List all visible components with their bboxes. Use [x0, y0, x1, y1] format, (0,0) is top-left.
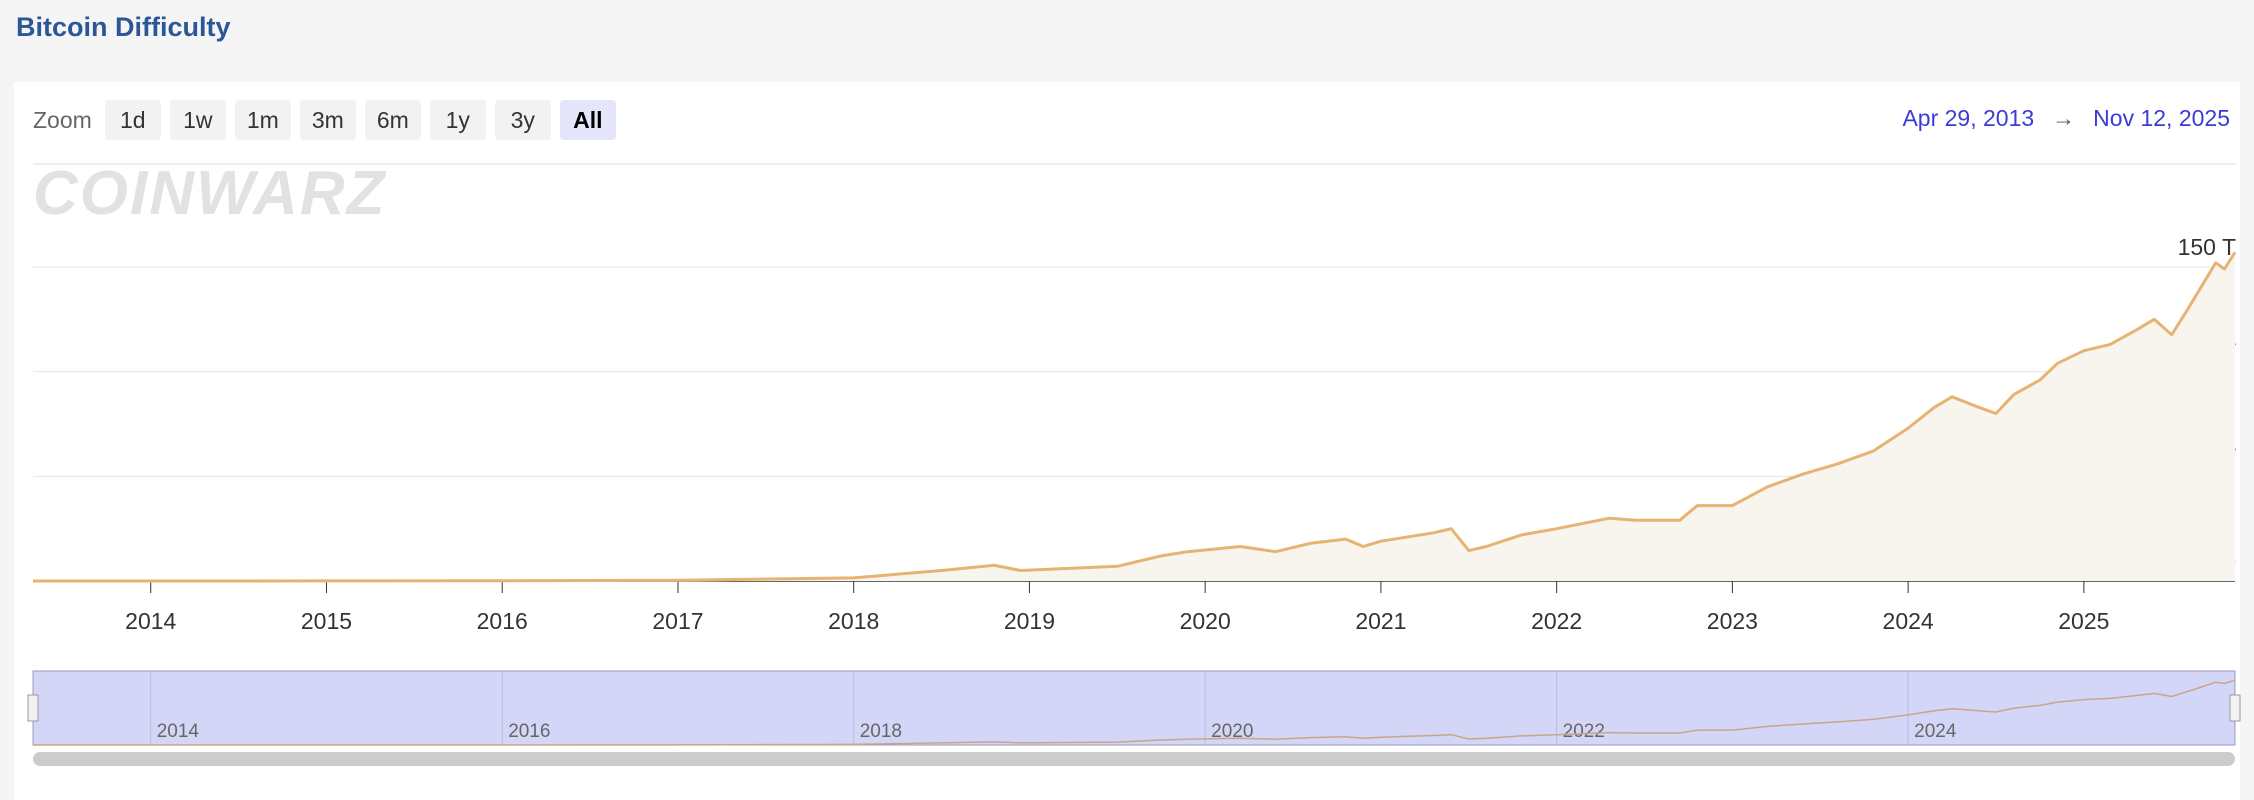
zoom-button[interactable]: 1d	[104, 100, 161, 140]
zoom-button[interactable]: 1w	[169, 100, 226, 140]
date-range: Apr 29, 2013 → Nov 12, 2025	[1902, 105, 2230, 132]
x-tick-label: 2019	[1004, 608, 1055, 634]
navigator-line	[33, 679, 2236, 746]
navigator-label: 2014	[157, 721, 200, 742]
x-tick-label: 2024	[1883, 608, 1934, 634]
x-tick-label: 2020	[1180, 608, 1231, 634]
zoom-button[interactable]: All	[559, 100, 616, 140]
zoom-button[interactable]: 1m	[234, 100, 291, 140]
navigator-label: 2022	[1563, 721, 1605, 742]
page-title: Bitcoin Difficulty	[16, 12, 231, 42]
x-tick-label: 2025	[2058, 608, 2109, 634]
x-tick-label: 2015	[301, 608, 352, 634]
navigator-handle[interactable]	[27, 694, 39, 722]
x-tick-label: 2016	[477, 608, 528, 634]
x-tick-label: 2018	[828, 608, 879, 634]
x-tick-label: 2023	[1707, 608, 1758, 634]
navigator-handle[interactable]	[2229, 694, 2241, 722]
range-from[interactable]: Apr 29, 2013	[1902, 105, 2035, 131]
scrollbar[interactable]	[33, 752, 2235, 766]
navigator-label: 2020	[1211, 721, 1253, 742]
x-tick-label: 2017	[652, 608, 703, 634]
zoom-button[interactable]: 3m	[299, 100, 356, 140]
range-to[interactable]: Nov 12, 2025	[2093, 105, 2230, 131]
line	[33, 251, 2237, 583]
zoom-bar: Zoom 1d 1w 1m 3m 6m 1y 3y All	[33, 100, 616, 140]
x-tick-label: 2014	[125, 608, 176, 634]
watermark: COINWARZ	[33, 159, 387, 228]
x-tick-label: 2022	[1531, 608, 1582, 634]
navigator	[32, 670, 2236, 746]
navigator-label: 2018	[860, 721, 902, 742]
zoom-button[interactable]: 6m	[364, 100, 421, 140]
area	[33, 252, 2235, 582]
range-arrow: →	[2052, 105, 2076, 131]
zoom-label: Zoom	[33, 106, 92, 133]
navigator-label: 2024	[1914, 721, 1957, 742]
x-tick-label: 2021	[1355, 608, 1406, 634]
zoom-button[interactable]: 1y	[429, 100, 486, 140]
y-tick-label: 150 T	[2178, 234, 2236, 260]
navigator-label: 2016	[508, 721, 550, 742]
zoom-button[interactable]: 3y	[494, 100, 551, 140]
